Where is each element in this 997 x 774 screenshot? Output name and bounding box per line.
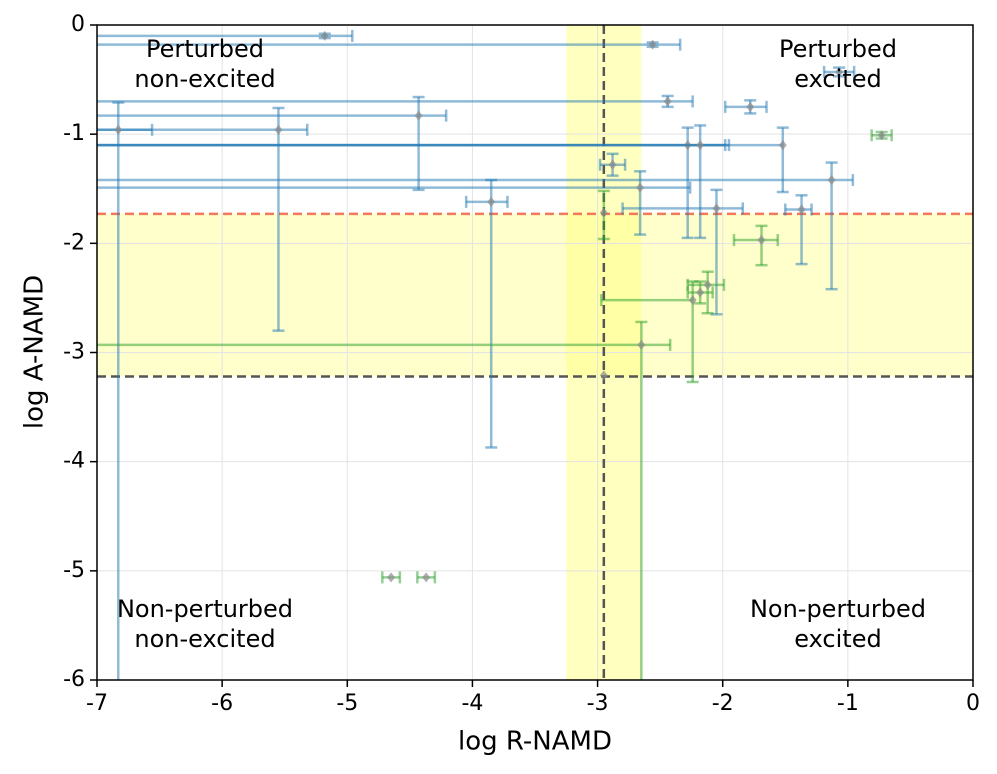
background-layer xyxy=(96,24,974,681)
x-tick-label: -5 xyxy=(336,691,358,716)
data-point xyxy=(827,175,836,186)
data-point xyxy=(608,159,617,170)
annotation: Perturbed xyxy=(779,35,897,63)
x-axis-label: log R-NAMD xyxy=(458,727,612,757)
x-tick-label: -1 xyxy=(837,691,859,716)
data-point xyxy=(414,110,423,121)
data-point xyxy=(637,339,646,350)
data-point xyxy=(797,204,806,215)
data-point xyxy=(648,39,657,50)
x-tick-label: -2 xyxy=(712,691,734,716)
x-tick-label: -3 xyxy=(587,691,609,716)
data-point xyxy=(712,203,721,214)
data-point xyxy=(274,124,283,135)
y-tick-label: 0 xyxy=(71,12,85,37)
annotation: non-excited xyxy=(134,65,275,93)
plot-area xyxy=(97,25,973,680)
data-point xyxy=(877,130,886,141)
data-point xyxy=(422,572,431,583)
annotation: non-excited xyxy=(134,625,275,653)
data-point xyxy=(663,96,672,107)
data-point xyxy=(320,30,329,41)
y-tick-label: -6 xyxy=(63,667,85,692)
annotation: Non-perturbed xyxy=(117,595,293,623)
data-point xyxy=(387,572,396,583)
y-tick-label: -4 xyxy=(63,449,85,474)
x-tick-label: -4 xyxy=(461,691,483,716)
y-tick-label: -3 xyxy=(63,340,85,365)
annotation: Non-perturbed xyxy=(750,595,926,623)
horizontal-band xyxy=(97,213,973,377)
annotation: excited xyxy=(794,625,881,653)
data-point xyxy=(835,66,844,77)
annotation: excited xyxy=(794,65,881,93)
data-point xyxy=(114,124,123,135)
data-point xyxy=(757,235,766,246)
y-tick-label: -5 xyxy=(63,558,85,583)
x-tick-label: -6 xyxy=(211,691,233,716)
y-axis-label: log A-NAMD xyxy=(20,275,50,429)
data-point xyxy=(696,140,705,151)
data-point xyxy=(696,287,705,298)
data-point xyxy=(599,207,608,218)
y-tick-label: -2 xyxy=(63,230,85,255)
y-tick-label: -1 xyxy=(63,121,85,146)
data-point xyxy=(599,370,608,381)
data-point xyxy=(746,101,755,112)
data-point xyxy=(636,182,645,193)
data-point xyxy=(778,140,787,151)
x-tick-label: -7 xyxy=(86,691,108,716)
x-tick-label: 0 xyxy=(966,691,980,716)
annotation: Perturbed xyxy=(146,35,264,63)
data-point xyxy=(487,196,496,207)
